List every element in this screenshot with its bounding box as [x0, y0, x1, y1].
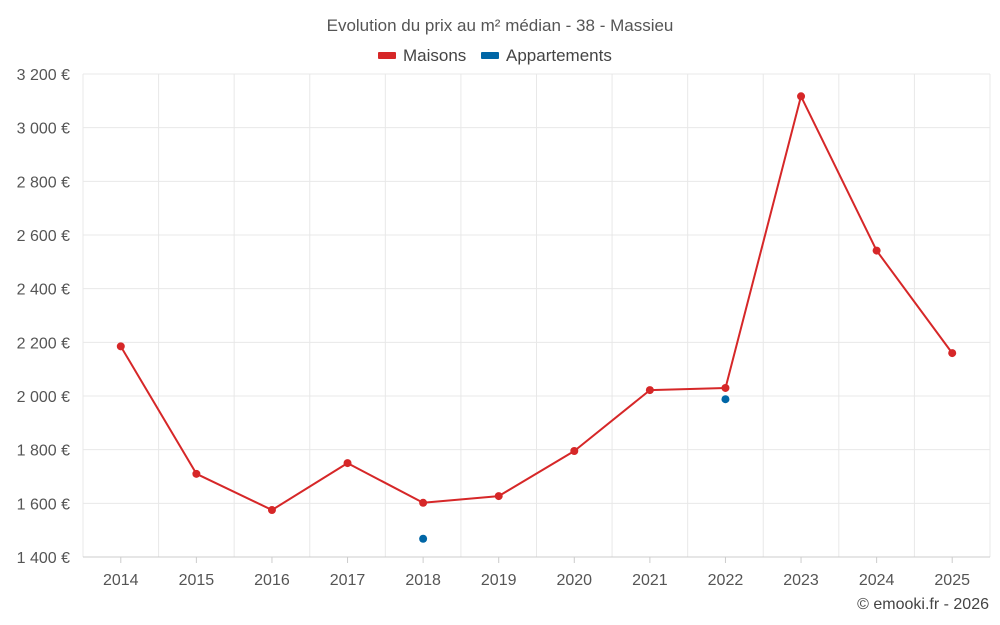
y-tick-label: 2 800 € [17, 174, 70, 191]
legend-label-appartements: Appartements [506, 46, 612, 65]
legend-item-appartements[interactable]: Appartements [481, 46, 612, 65]
legend-item-maisons[interactable]: Maisons [378, 46, 466, 65]
legend-swatch-maisons [378, 52, 396, 59]
legend-swatch-appartements [481, 52, 499, 59]
x-tick-label-2015: 2015 [179, 572, 215, 589]
x-tick-label-2023: 2023 [783, 572, 819, 589]
point-maisons-2018[interactable] [419, 498, 428, 507]
point-maisons-2022[interactable] [721, 383, 730, 392]
point-appartements-2018[interactable] [419, 534, 428, 543]
plot-area [116, 92, 957, 543]
point-maisons-2019[interactable] [494, 492, 503, 501]
y-tick-label: 2 000 € [17, 389, 70, 406]
point-appartements-2022[interactable] [721, 395, 730, 404]
x-tick-label-2017: 2017 [330, 572, 366, 589]
x-tick-label-2014: 2014 [103, 572, 139, 589]
point-maisons-2020[interactable] [570, 447, 579, 456]
x-tick-label-2021: 2021 [632, 572, 668, 589]
x-axis: 2014 2015 2016 2017 2018 2019 2020 2021 2022 2023… [83, 556, 990, 589]
y-tick-label: 2 200 € [17, 335, 70, 352]
y-tick-label: 3 000 € [17, 121, 70, 138]
point-maisons-2025[interactable] [948, 349, 957, 358]
point-maisons-2023[interactable] [797, 92, 806, 101]
grid [82, 73, 991, 557]
point-maisons-2015[interactable] [192, 469, 201, 478]
chart-title: Evolution du prix au m² médian - 38 - Ma… [327, 16, 674, 35]
x-tick-label-2020: 2020 [556, 572, 592, 589]
point-maisons-2024[interactable] [872, 246, 881, 255]
point-maisons-2016[interactable] [267, 506, 276, 515]
x-tick-label-2024: 2024 [859, 572, 895, 589]
y-tick-label: 2 600 € [17, 228, 70, 245]
y-tick-label: 1 600 € [17, 496, 70, 513]
x-tick-label-2019: 2019 [481, 572, 517, 589]
x-tick-label-2016: 2016 [254, 572, 290, 589]
point-maisons-2017[interactable] [343, 459, 352, 468]
x-tick-label-2022: 2022 [708, 572, 744, 589]
legend-label-maisons: Maisons [403, 46, 466, 65]
legend: Maisons Appartements [378, 46, 612, 65]
credit: © emooki.fr - 2026 [857, 596, 989, 613]
series-line-maisons [119, 95, 954, 511]
y-tick-label: 1 800 € [17, 443, 70, 460]
point-maisons-2021[interactable] [645, 386, 654, 395]
y-tick-label: 1 400 € [17, 550, 70, 567]
point-maisons-2014[interactable] [116, 342, 125, 351]
y-tick-label: 3 200 € [17, 67, 70, 84]
x-tick-label-2025: 2025 [934, 572, 970, 589]
y-tick-label: 2 400 € [17, 282, 70, 299]
x-tick-label-2018: 2018 [405, 572, 441, 589]
y-axis: 1 400 € 1 600 € 1 800 € 2 000 € 2 200 € 2 400… [17, 67, 70, 567]
